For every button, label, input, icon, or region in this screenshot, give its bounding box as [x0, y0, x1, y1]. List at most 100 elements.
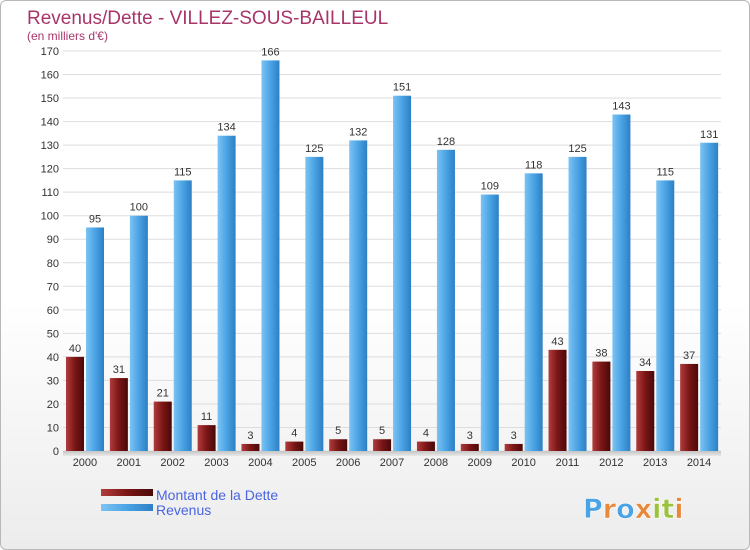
x-tick-label-2010: 2010 [511, 457, 535, 469]
data-label-revenus-2003: 134 [217, 122, 235, 134]
bar-debt-2006 [329, 439, 348, 451]
bar-debt-2009 [460, 443, 479, 451]
data-label-revenus-2006: 132 [349, 126, 367, 138]
x-tick-label-2011: 2011 [556, 457, 580, 469]
data-label-debt-2002: 21 [157, 388, 169, 400]
x-tick-label-2009: 2009 [467, 457, 491, 469]
y-axis-ticks: 0 10 20 30 40 50 60 70 80 90 100 110 120 130 140 150 160… [41, 46, 59, 458]
x-tick-label-2007: 2007 [380, 457, 404, 469]
bar-revenus-2006 [349, 140, 368, 452]
data-label-debt-2011: 43 [551, 336, 563, 348]
y-tick-label: 100 [41, 211, 59, 223]
x-axis-base [63, 451, 721, 456]
bar-revenus-2003 [217, 135, 236, 452]
data-label-debt-2008: 4 [423, 428, 429, 440]
data-label-revenus-2010: 118 [525, 159, 543, 171]
x-tick-label-2008: 2008 [424, 457, 448, 469]
x-tick-label-2002: 2002 [160, 457, 184, 469]
proxiti-logo: Proxiti [583, 494, 684, 526]
data-label-revenus-2014: 131 [700, 129, 718, 141]
bar-debt-2001 [109, 378, 128, 451]
x-tick-label-2005: 2005 [292, 457, 316, 469]
proxiti-logo-text: Proxiti [583, 494, 684, 525]
y-tick-label: 80 [47, 258, 59, 270]
bar-revenus-2011 [568, 156, 587, 451]
x-tick-label-2004: 2004 [248, 457, 272, 469]
data-label-debt-2014: 37 [683, 350, 695, 362]
y-tick-label: 40 [47, 352, 59, 364]
y-tick-label: 170 [41, 46, 59, 58]
bar-revenus-2010 [524, 173, 543, 451]
data-label-revenus-2011: 125 [568, 143, 586, 155]
x-tick-label-2006: 2006 [336, 457, 360, 469]
x-tick-label-2003: 2003 [204, 457, 228, 469]
y-tick-label: 60 [47, 305, 59, 317]
data-label-revenus-2012: 143 [612, 101, 630, 113]
data-label-revenus-2000: 95 [89, 213, 101, 225]
y-tick-label: 120 [41, 164, 59, 176]
data-label-debt-2010: 3 [511, 430, 517, 442]
legend: Montant de la Dette Revenus [101, 487, 278, 518]
legend-label-revenus: Revenus [156, 502, 211, 518]
y-tick-label: 20 [47, 399, 59, 411]
grid-lines [63, 50, 721, 452]
y-tick-label: 70 [47, 281, 59, 293]
y-tick-label: 10 [47, 422, 59, 434]
data-label-debt-2009: 3 [467, 430, 473, 442]
y-tick-label: 50 [47, 328, 59, 340]
data-label-debt-2005: 4 [291, 428, 297, 440]
bar-debt-2007 [373, 439, 392, 451]
data-label-debt-2007: 5 [379, 425, 385, 437]
legend-label-debt: Montant de la Dette [156, 487, 278, 503]
bar-revenus-2012 [612, 114, 631, 451]
data-label-revenus-2005: 125 [305, 143, 323, 155]
bar-revenus-2013 [656, 180, 675, 452]
chart-title: Revenus/Dette - VILLEZ-SOUS-BAILLEUL [27, 8, 388, 29]
data-label-debt-2004: 3 [247, 430, 253, 442]
bar-debt-2002 [153, 401, 172, 451]
data-label-debt-2000: 40 [69, 343, 81, 355]
bars: 40 95 31 100 21 115 11 134 3 166 4 125 5 132 5 151 4 128 3… [66, 46, 719, 452]
bar-debt-2005 [285, 441, 304, 451]
data-label-revenus-2008: 128 [437, 136, 455, 148]
bar-debt-2012 [592, 361, 611, 451]
bar-debt-2010 [504, 443, 523, 451]
bar-debt-2011 [548, 349, 567, 451]
data-label-revenus-2013: 115 [656, 166, 674, 178]
y-tick-label: 150 [41, 93, 59, 105]
y-tick-label: 110 [41, 187, 59, 199]
y-tick-label: 30 [47, 375, 59, 387]
x-axis-ticks: 2000 2001 2002 2003 2004 2005 2006 2007 2008 2009… [73, 457, 712, 469]
x-tick-label-2012: 2012 [599, 457, 623, 469]
y-tick-label: 0 [53, 446, 59, 458]
bar-debt-2003 [197, 425, 216, 451]
bar-debt-2004 [241, 443, 260, 451]
data-label-revenus-2007: 151 [393, 82, 411, 94]
y-tick-label: 130 [41, 140, 59, 152]
bar-revenus-2002 [173, 180, 192, 452]
bar-debt-2013 [636, 371, 655, 451]
bar-revenus-2005 [305, 156, 324, 451]
bar-revenus-2014 [700, 142, 719, 451]
data-label-revenus-2001: 100 [130, 202, 148, 214]
x-tick-label-2014: 2014 [687, 457, 711, 469]
bar-revenus-2008 [436, 149, 455, 451]
data-label-debt-2013: 34 [639, 357, 651, 369]
x-tick-label-2000: 2000 [73, 457, 97, 469]
data-label-revenus-2004: 166 [261, 46, 279, 58]
bar-revenus-2004 [261, 60, 280, 451]
legend-swatch-debt [101, 489, 153, 496]
x-tick-label-2001: 2001 [117, 457, 141, 469]
bar-debt-2008 [416, 441, 435, 451]
bar-revenus-2001 [129, 215, 148, 451]
bar-revenus-2007 [393, 95, 412, 452]
data-label-revenus-2002: 115 [174, 166, 192, 178]
chart-subtitle: (en milliers d'€) [27, 29, 108, 43]
data-label-debt-2006: 5 [335, 425, 341, 437]
bar-debt-2014 [680, 363, 699, 451]
y-tick-label: 140 [41, 117, 59, 129]
x-axis-floor [63, 451, 721, 456]
data-label-debt-2012: 38 [595, 348, 607, 360]
